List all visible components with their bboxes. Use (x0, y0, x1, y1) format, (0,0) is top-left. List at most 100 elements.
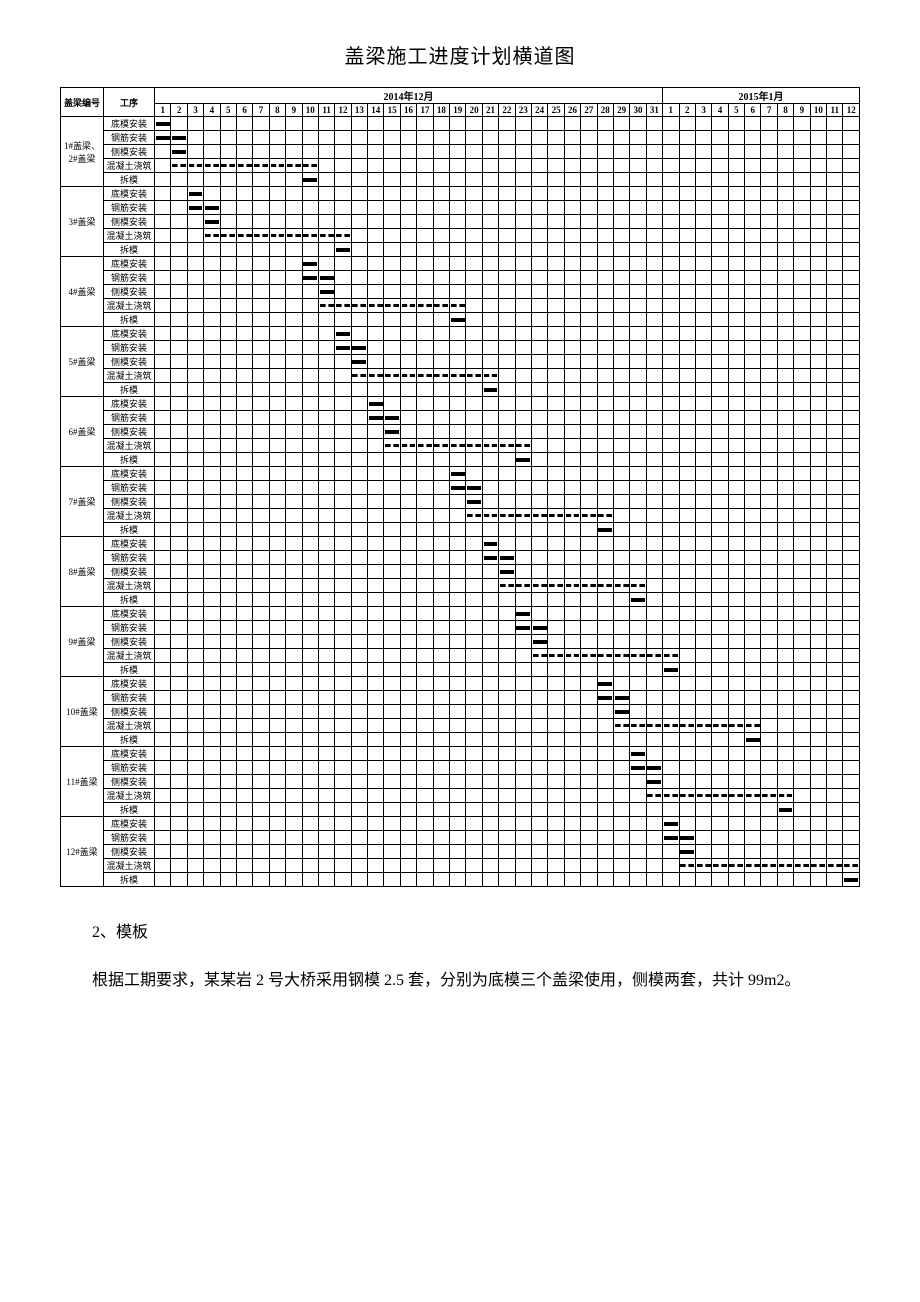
gantt-cell (531, 285, 547, 299)
day-head: 1 (155, 104, 171, 117)
gantt-cell (548, 243, 564, 257)
gantt-cell (269, 831, 285, 845)
gantt-cell (810, 187, 826, 201)
gantt-cell (155, 747, 171, 761)
gantt-cell (351, 243, 367, 257)
gantt-cell (351, 593, 367, 607)
gantt-cell (351, 355, 367, 369)
task-name: 底模安装 (104, 467, 155, 481)
gantt-cell (761, 621, 777, 635)
gantt-cell (450, 761, 466, 775)
gantt-cell (745, 733, 761, 747)
gantt-cell (679, 509, 695, 523)
bar-dashed (762, 794, 776, 797)
gantt-cell (204, 327, 220, 341)
gantt-cell (187, 873, 203, 887)
gantt-cell (335, 831, 351, 845)
gantt-cell (286, 859, 302, 873)
gantt-cell (646, 271, 662, 285)
gantt-cell (613, 593, 629, 607)
gantt-cell (466, 481, 482, 495)
gantt-cell (679, 341, 695, 355)
gantt-cell (745, 131, 761, 145)
gantt-cell (433, 117, 449, 131)
gantt-cell (597, 649, 613, 663)
gantt-cell (351, 705, 367, 719)
gantt-cell (761, 285, 777, 299)
gantt-cell (433, 775, 449, 789)
gantt-cell (351, 439, 367, 453)
gantt-cell (679, 131, 695, 145)
gantt-cell (777, 817, 793, 831)
gantt-cell (236, 299, 252, 313)
gantt-cell (728, 355, 744, 369)
gantt-cell (400, 383, 416, 397)
gantt-cell (368, 635, 384, 649)
gantt-cell (663, 803, 679, 817)
gantt-cell (335, 327, 351, 341)
gantt-cell (499, 131, 515, 145)
gantt-cell (384, 131, 400, 145)
gantt-cell (220, 257, 236, 271)
gantt-cell (302, 607, 318, 621)
gantt-cell (187, 313, 203, 327)
gantt-cell (482, 131, 498, 145)
gantt-cell (728, 369, 744, 383)
gantt-cell (417, 285, 433, 299)
gantt-cell (187, 215, 203, 229)
bar-solid (156, 136, 170, 140)
gantt-cell (679, 243, 695, 257)
day-head: 4 (712, 104, 728, 117)
gantt-cell (810, 369, 826, 383)
gantt-cell (286, 159, 302, 173)
gantt-cell (286, 411, 302, 425)
gantt-cell (269, 453, 285, 467)
gantt-cell (613, 383, 629, 397)
gantt-cell (204, 621, 220, 635)
gantt-cell (646, 173, 662, 187)
gantt-cell (564, 481, 580, 495)
gantt-cell (597, 803, 613, 817)
gantt-cell (220, 145, 236, 159)
gantt-cell (712, 159, 728, 173)
gantt-cell (220, 607, 236, 621)
gantt-cell (810, 719, 826, 733)
bar-solid (336, 346, 350, 350)
gantt-cell (400, 131, 416, 145)
gantt-cell (564, 817, 580, 831)
gantt-cell (171, 733, 187, 747)
gantt-cell (236, 621, 252, 635)
gantt-cell (761, 481, 777, 495)
gantt-cell (220, 425, 236, 439)
gantt-cell (417, 425, 433, 439)
gantt-cell (548, 803, 564, 817)
gantt-cell (663, 495, 679, 509)
bar-dashed (729, 794, 743, 797)
gantt-cell (843, 187, 860, 201)
gantt-cell (368, 397, 384, 411)
gantt-cell (368, 873, 384, 887)
gantt-cell (761, 565, 777, 579)
gantt-cell (368, 453, 384, 467)
gantt-cell (155, 383, 171, 397)
gantt-cell (236, 131, 252, 145)
gantt-cell (810, 537, 826, 551)
gantt-cell (843, 873, 860, 887)
gantt-cell (482, 705, 498, 719)
gantt-cell (400, 621, 416, 635)
gantt-cell (171, 411, 187, 425)
gantt-cell (597, 537, 613, 551)
day-head: 26 (564, 104, 580, 117)
gantt-cell (712, 733, 728, 747)
gantt-cell (302, 621, 318, 635)
gantt-cell (417, 789, 433, 803)
bar-solid (385, 430, 399, 434)
gantt-cell (827, 747, 843, 761)
bar-dashed (582, 584, 596, 587)
gantt-cell (794, 537, 810, 551)
gantt-cell (728, 733, 744, 747)
task-name: 拆模 (104, 383, 155, 397)
gantt-cell (761, 411, 777, 425)
task-name: 底模安装 (104, 187, 155, 201)
gantt-cell (794, 733, 810, 747)
